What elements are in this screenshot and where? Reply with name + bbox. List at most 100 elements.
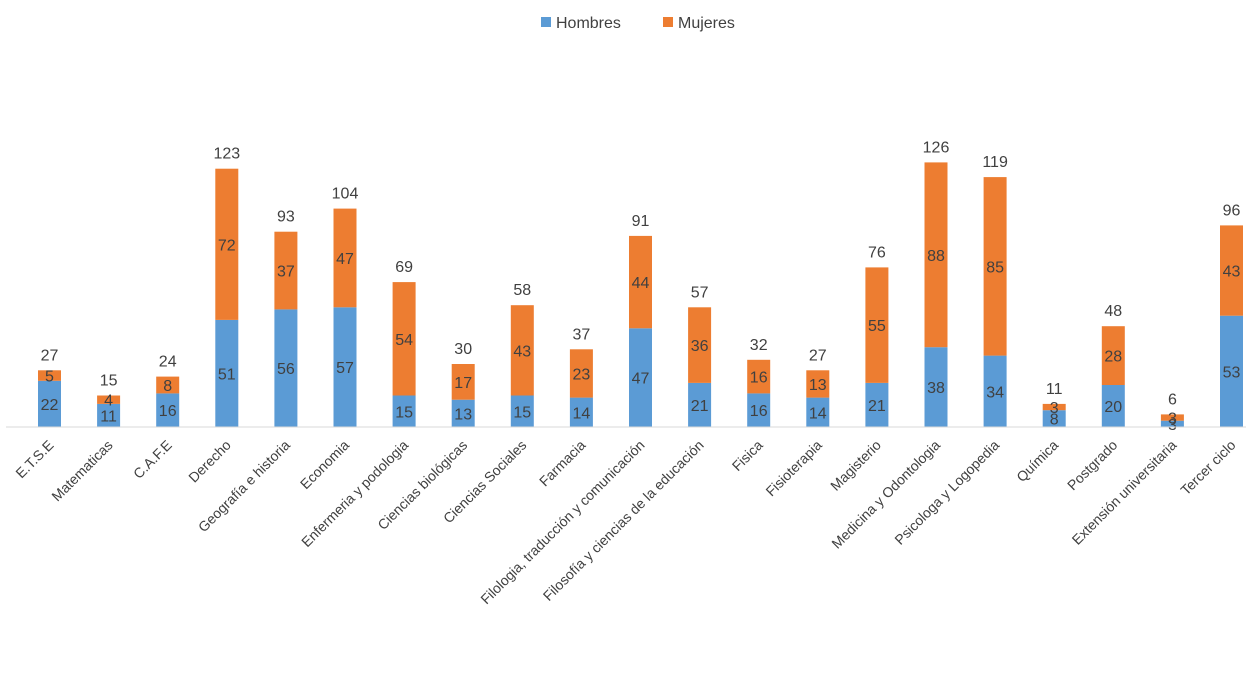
bar-hombres-medicina-y-odontologia xyxy=(924,347,948,427)
total-label-fisioterapia: 27 xyxy=(809,347,827,364)
data-label-hombres-ciencias-sociales: 15 xyxy=(513,404,531,421)
total-label-economia: 104 xyxy=(332,186,359,203)
category-label-postgrado: Postgrado xyxy=(1064,437,1121,494)
total-label-c-a-f-e: 24 xyxy=(159,354,177,371)
data-label-hombres-e-t-s-e: 22 xyxy=(41,397,59,414)
data-label-hombres-farmacia: 14 xyxy=(573,405,591,422)
bar-mujeres-quimica xyxy=(1042,403,1066,411)
data-label-hombres-ciencias-biologicas: 13 xyxy=(454,406,472,423)
data-label-mujeres-medicina-y-odontologia: 88 xyxy=(927,248,945,265)
total-label-magisterio: 76 xyxy=(868,244,886,261)
total-label-ciencias-sociales: 58 xyxy=(513,282,531,299)
total-label-extension-universitaria: 6 xyxy=(1168,391,1177,408)
category-label-matematicas: Matematicas xyxy=(48,437,115,504)
data-label-mujeres-filosofia-y-ciencias-de-la-educacion: 36 xyxy=(691,338,709,355)
bar-hombres-matematicas xyxy=(97,403,121,427)
data-label-mujeres-quimica: 3 xyxy=(1050,400,1059,417)
total-label-postgrado: 48 xyxy=(1104,303,1122,320)
data-label-mujeres-psicologa-y-logopedia: 85 xyxy=(986,259,1004,276)
data-label-mujeres-fisioterapia: 13 xyxy=(809,377,827,394)
category-label-psicologa-y-logopedia: Psicologa y Logopedia xyxy=(891,437,1002,548)
data-label-mujeres-postgrado: 28 xyxy=(1104,349,1122,366)
bar-mujeres-tercer-ciclo xyxy=(1220,225,1243,316)
bar-hombres-filologia-traduccion-y-comunicacion xyxy=(629,328,652,427)
bar-hombres-ciencias-biologicas xyxy=(451,399,475,427)
bar-hombres-c-a-f-e xyxy=(156,393,180,427)
category-label-farmacia: Farmacia xyxy=(536,437,589,490)
data-label-mujeres-fisica: 16 xyxy=(750,370,768,387)
category-label-medicina-y-odontologia: Medicina y Odontologia xyxy=(828,437,943,552)
total-label-medicina-y-odontologia: 126 xyxy=(923,139,950,156)
bars-group: 2252711415168245172123563793574710415546… xyxy=(38,139,1243,434)
bar-mujeres-filosofia-y-ciencias-de-la-educacion xyxy=(688,307,712,383)
category-label-fisioterapia: Fisioterapia xyxy=(762,437,825,500)
category-label-fisica: Fisica xyxy=(729,437,766,474)
bar-hombres-extension-universitaria xyxy=(1160,420,1184,427)
data-label-mujeres-tercer-ciclo: 43 xyxy=(1223,264,1241,281)
data-label-hombres-magisterio: 21 xyxy=(868,398,886,415)
data-label-hombres-c-a-f-e: 16 xyxy=(159,403,177,420)
total-label-fisica: 32 xyxy=(750,337,768,354)
bar-mujeres-medicina-y-odontologia xyxy=(924,162,948,348)
total-label-matematicas: 15 xyxy=(100,373,118,390)
legend-label-hombres: Hombres xyxy=(556,15,621,32)
bar-mujeres-farmacia xyxy=(569,349,593,398)
data-label-hombres-filosofia-y-ciencias-de-la-educacion: 21 xyxy=(691,398,709,415)
bar-mujeres-derecho xyxy=(215,168,239,320)
data-label-mujeres-economia: 47 xyxy=(336,251,354,268)
data-label-hombres-quimica: 8 xyxy=(1050,412,1059,429)
bar-hombres-tercer-ciclo xyxy=(1220,315,1243,427)
bar-hombres-quimica xyxy=(1042,410,1066,427)
category-label-tercer-ciclo: Tercer ciclo xyxy=(1177,437,1239,499)
bar-hombres-enfermeria-y-podologia xyxy=(392,395,416,427)
bar-hombres-economia xyxy=(333,307,357,427)
total-label-filosofia-y-ciencias-de-la-educacion: 57 xyxy=(691,284,709,301)
data-label-hombres-medicina-y-odontologia: 38 xyxy=(927,380,945,397)
bar-mujeres-e-t-s-e xyxy=(38,370,61,381)
data-label-mujeres-filologia-traduccion-y-comunicacion: 44 xyxy=(632,275,650,292)
bar-hombres-farmacia xyxy=(569,397,593,427)
data-label-mujeres-geografia-e-historia: 37 xyxy=(277,264,295,281)
legend: Hombres Mujeres xyxy=(541,15,735,32)
category-label-e-t-s-e: E.T.S.E xyxy=(12,437,56,481)
bar-mujeres-ciencias-biologicas xyxy=(451,364,475,400)
data-label-hombres-derecho: 51 xyxy=(218,366,236,383)
data-label-hombres-filologia-traduccion-y-comunicacion: 47 xyxy=(632,371,650,388)
bar-hombres-filosofia-y-ciencias-de-la-educacion xyxy=(688,382,712,427)
data-label-hombres-postgrado: 20 xyxy=(1104,399,1122,416)
bar-hombres-fisica xyxy=(747,393,771,427)
data-label-hombres-psicologa-y-logopedia: 34 xyxy=(986,384,1004,401)
bar-mujeres-economia xyxy=(333,208,357,308)
data-label-hombres-fisioterapia: 14 xyxy=(809,405,827,422)
total-label-psicologa-y-logopedia: 119 xyxy=(982,154,1008,171)
bar-mujeres-postgrado xyxy=(1101,326,1125,385)
bar-mujeres-psicologa-y-logopedia xyxy=(983,177,1007,356)
bar-mujeres-fisioterapia xyxy=(806,370,830,398)
bar-mujeres-geografia-e-historia xyxy=(274,231,298,310)
bar-mujeres-enfermeria-y-podologia xyxy=(392,282,416,396)
data-label-hombres-enfermeria-y-podologia: 15 xyxy=(395,404,413,421)
bar-mujeres-magisterio xyxy=(865,267,889,383)
category-label-economia: Economia xyxy=(297,437,352,492)
data-label-mujeres-enfermeria-y-podologia: 54 xyxy=(395,332,413,349)
bar-hombres-e-t-s-e xyxy=(38,380,61,427)
category-label-c-a-f-e: C.A.F.E xyxy=(130,437,175,482)
data-label-mujeres-ciencias-sociales: 43 xyxy=(513,343,531,360)
total-label-ciencias-biologicas: 30 xyxy=(454,341,472,358)
total-label-e-t-s-e: 27 xyxy=(41,347,59,364)
bar-mujeres-matematicas xyxy=(97,395,121,404)
data-label-hombres-geografia-e-historia: 56 xyxy=(277,361,295,378)
legend-swatch-mujeres xyxy=(663,17,673,27)
total-label-filologia-traduccion-y-comunicacion: 91 xyxy=(632,213,650,230)
bar-mujeres-fisica xyxy=(747,359,771,394)
bar-hombres-magisterio xyxy=(865,382,889,427)
data-label-hombres-matematicas: 11 xyxy=(100,408,117,425)
category-label-derecho: Derecho xyxy=(185,437,234,486)
bar-hombres-derecho xyxy=(215,319,239,427)
bar-hombres-ciencias-sociales xyxy=(510,395,534,427)
total-label-enfermeria-y-podologia: 69 xyxy=(395,259,413,276)
total-label-quimica: 11 xyxy=(1046,381,1063,398)
